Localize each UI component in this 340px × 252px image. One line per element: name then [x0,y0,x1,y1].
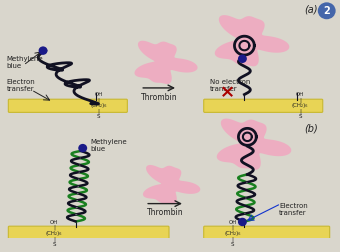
Circle shape [38,46,48,55]
Text: OH
|
(CH₂)₆
|
S: OH | (CH₂)₆ | S [224,219,241,247]
Text: Electron
transfer: Electron transfer [6,79,35,91]
Text: No electron
transfer: No electron transfer [210,79,250,91]
Text: Thrombin: Thrombin [141,93,177,102]
FancyBboxPatch shape [204,226,330,239]
Polygon shape [215,15,289,66]
Circle shape [238,54,247,63]
Text: Methylene
blue: Methylene blue [6,56,43,69]
Text: (b): (b) [304,123,318,133]
FancyBboxPatch shape [204,99,323,112]
Text: Electron
transfer: Electron transfer [279,203,308,216]
Text: 2: 2 [323,6,330,16]
Text: OH
|
(CH₂)₆
|
S: OH | (CH₂)₆ | S [292,92,308,119]
Polygon shape [217,119,291,170]
FancyBboxPatch shape [8,226,169,239]
Text: OH
|
(CH₂)₆
|
S: OH | (CH₂)₆ | S [46,219,62,247]
FancyBboxPatch shape [8,99,127,112]
Text: Thrombin: Thrombin [147,208,183,217]
Polygon shape [135,41,198,84]
Text: Methylene
blue: Methylene blue [91,139,127,152]
Circle shape [78,144,87,152]
Text: OH
|
(CH₂)₆
|
S: OH | (CH₂)₆ | S [90,92,107,119]
Polygon shape [143,165,200,204]
Text: (a): (a) [304,5,318,15]
Circle shape [238,218,247,226]
Circle shape [318,2,336,19]
